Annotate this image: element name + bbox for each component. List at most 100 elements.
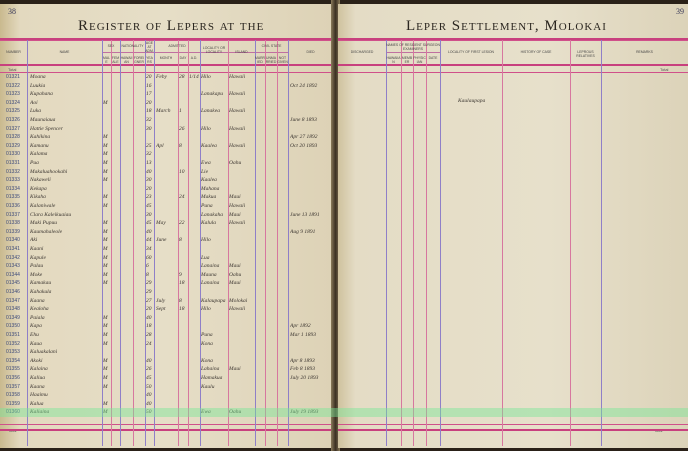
column-header-nationality: Nationality [121, 44, 144, 48]
locality-cell: Mauna [201, 271, 217, 278]
register-row: 01347 Kaana 27 July 8 Kalaupapa Molokai [0, 297, 333, 306]
number-cell: 01347 [6, 297, 20, 304]
day-cell: 24 [179, 194, 185, 201]
locality-cell: Kona [201, 340, 213, 347]
page-title: Register of Lepers at the [78, 18, 265, 34]
number-cell: 01354 [6, 357, 20, 364]
register-row: 01330 Kalama M 32 [0, 150, 333, 159]
age-cell: 8 [146, 271, 149, 278]
age-cell: 40 [146, 228, 152, 235]
register-row: 01355 Kalaina M 26 Lahaina Maui Feb 8 1893 [0, 365, 333, 374]
number-cell: 01337 [6, 211, 20, 218]
name-cell: Kealoha [30, 306, 49, 313]
right-page: 39 Leper Settlement, Molokai Kaulaupapa … [338, 4, 688, 448]
register-row: 01326 Maunaiaua 32 June 8 1893 [0, 116, 333, 125]
locality-cell: Kalula [201, 220, 216, 227]
register-row: 01334 Kekapa 20 Mahana [0, 185, 333, 194]
name-cell: Kekapa [30, 185, 47, 192]
locality-cell: Lanaina [201, 263, 220, 270]
column-rule [111, 40, 112, 446]
locality-cell: Lie [201, 168, 209, 175]
month-cell: May [156, 220, 166, 227]
name-cell: Makaluahookahi [30, 168, 68, 175]
island-cell: Oahu [229, 271, 242, 278]
number-cell: 01332 [6, 168, 20, 175]
number-cell: 01325 [6, 108, 20, 115]
column-rule [265, 40, 266, 446]
number-cell: 01336 [6, 203, 20, 209]
column-header-locality_first_lesion: Locality of First Lesion [447, 50, 495, 54]
number-cell: 01339 [6, 228, 20, 235]
age-cell: 32 [146, 151, 152, 158]
age-cell: 40 [146, 168, 152, 175]
age-cell: 50 [146, 409, 152, 416]
island-cell: Hawaii [229, 74, 246, 80]
sex-cell: M [103, 357, 108, 364]
age-cell: 30 [146, 125, 152, 132]
register-row: 01341 Kaani M 34 [0, 245, 333, 254]
column-header-unmarried: Unmarried [265, 56, 277, 64]
name-cell: Kapa [30, 323, 42, 330]
day-cell: 9 [179, 271, 182, 278]
register-row: 01338 Maki Pupuu M 45 May 22 Kalula Hawaii [0, 219, 333, 228]
island-cell: Hawaii [229, 220, 246, 227]
locality-cell: Kalaupapa [201, 297, 226, 304]
died-cell: Mar 1 1893 [290, 332, 316, 338]
island-cell: Maui [229, 194, 241, 201]
number-cell: 01338 [6, 220, 20, 227]
number-cell: 01346 [6, 289, 20, 295]
column-header-died: Died [306, 50, 315, 54]
number-cell: 01321 [6, 74, 20, 80]
column-rule [188, 40, 189, 446]
ruled-line [338, 40, 688, 41]
locality-cell: Hilo [201, 306, 211, 313]
column-rule [570, 40, 571, 446]
column-header-civil_state: Civil State [261, 44, 282, 48]
island-cell: Hawaii [229, 125, 246, 132]
column-rule [145, 40, 146, 446]
locality-cell: Kaulu [201, 383, 215, 390]
name-cell: Kaana [30, 297, 45, 304]
age-cell: 40 [146, 392, 152, 399]
register-row: 01352 Kaua M 24 Kona [0, 340, 333, 349]
number-cell: 01327 [6, 125, 20, 132]
column-header-locality: Locality or Locality [202, 46, 226, 54]
column-rule [277, 40, 278, 446]
island-cell: Hawaii [229, 108, 246, 115]
age-cell: 18 [146, 323, 152, 330]
register-row: 01346 Kahakula 29 [0, 288, 333, 297]
sex-cell: M [103, 177, 108, 184]
locality-cell: Lanakapu [201, 91, 223, 98]
day-cell: 8 [179, 297, 182, 304]
died-cell: Oct 20 1893 [290, 142, 318, 149]
name-cell: Aoi [30, 99, 38, 106]
day-cell: 18 [179, 280, 185, 287]
month-cell: Feby [156, 74, 167, 80]
total-label: Total [8, 67, 17, 72]
subheader-line [102, 52, 288, 53]
column-rule [440, 40, 441, 446]
left-page: 38 Register of Lepers at the Total Total… [0, 4, 333, 448]
month-cell: July [156, 297, 166, 304]
island-cell: Maui [229, 280, 241, 287]
age-cell: 60 [146, 254, 152, 261]
column-header-admitted: Admitted [168, 44, 186, 48]
number-cell: 01357 [6, 383, 20, 390]
day-cell: 28 [179, 74, 185, 80]
column-rule [120, 40, 121, 446]
number-cell: 01322 [6, 82, 20, 89]
age-cell: 27 [146, 297, 152, 304]
island-cell: Maui [229, 263, 241, 270]
died-cell: July 19 1893 [290, 409, 319, 416]
number-cell: 01341 [6, 246, 20, 252]
died-cell: Apr 8 1893 [290, 357, 315, 364]
name-cell: Kikaha [30, 194, 46, 201]
locality-cell: Makua [201, 194, 217, 201]
number-cell: 01349 [6, 314, 20, 321]
age-cell: 45 [146, 220, 152, 227]
sex-cell: M [103, 366, 108, 373]
register-row: 01339 Kaumahaleole M 40 Aug 9 1891 [0, 228, 333, 237]
age-cell: 40 [146, 314, 152, 321]
name-cell: Hattie Spencer [30, 125, 63, 132]
number-cell: 01351 [6, 332, 20, 338]
